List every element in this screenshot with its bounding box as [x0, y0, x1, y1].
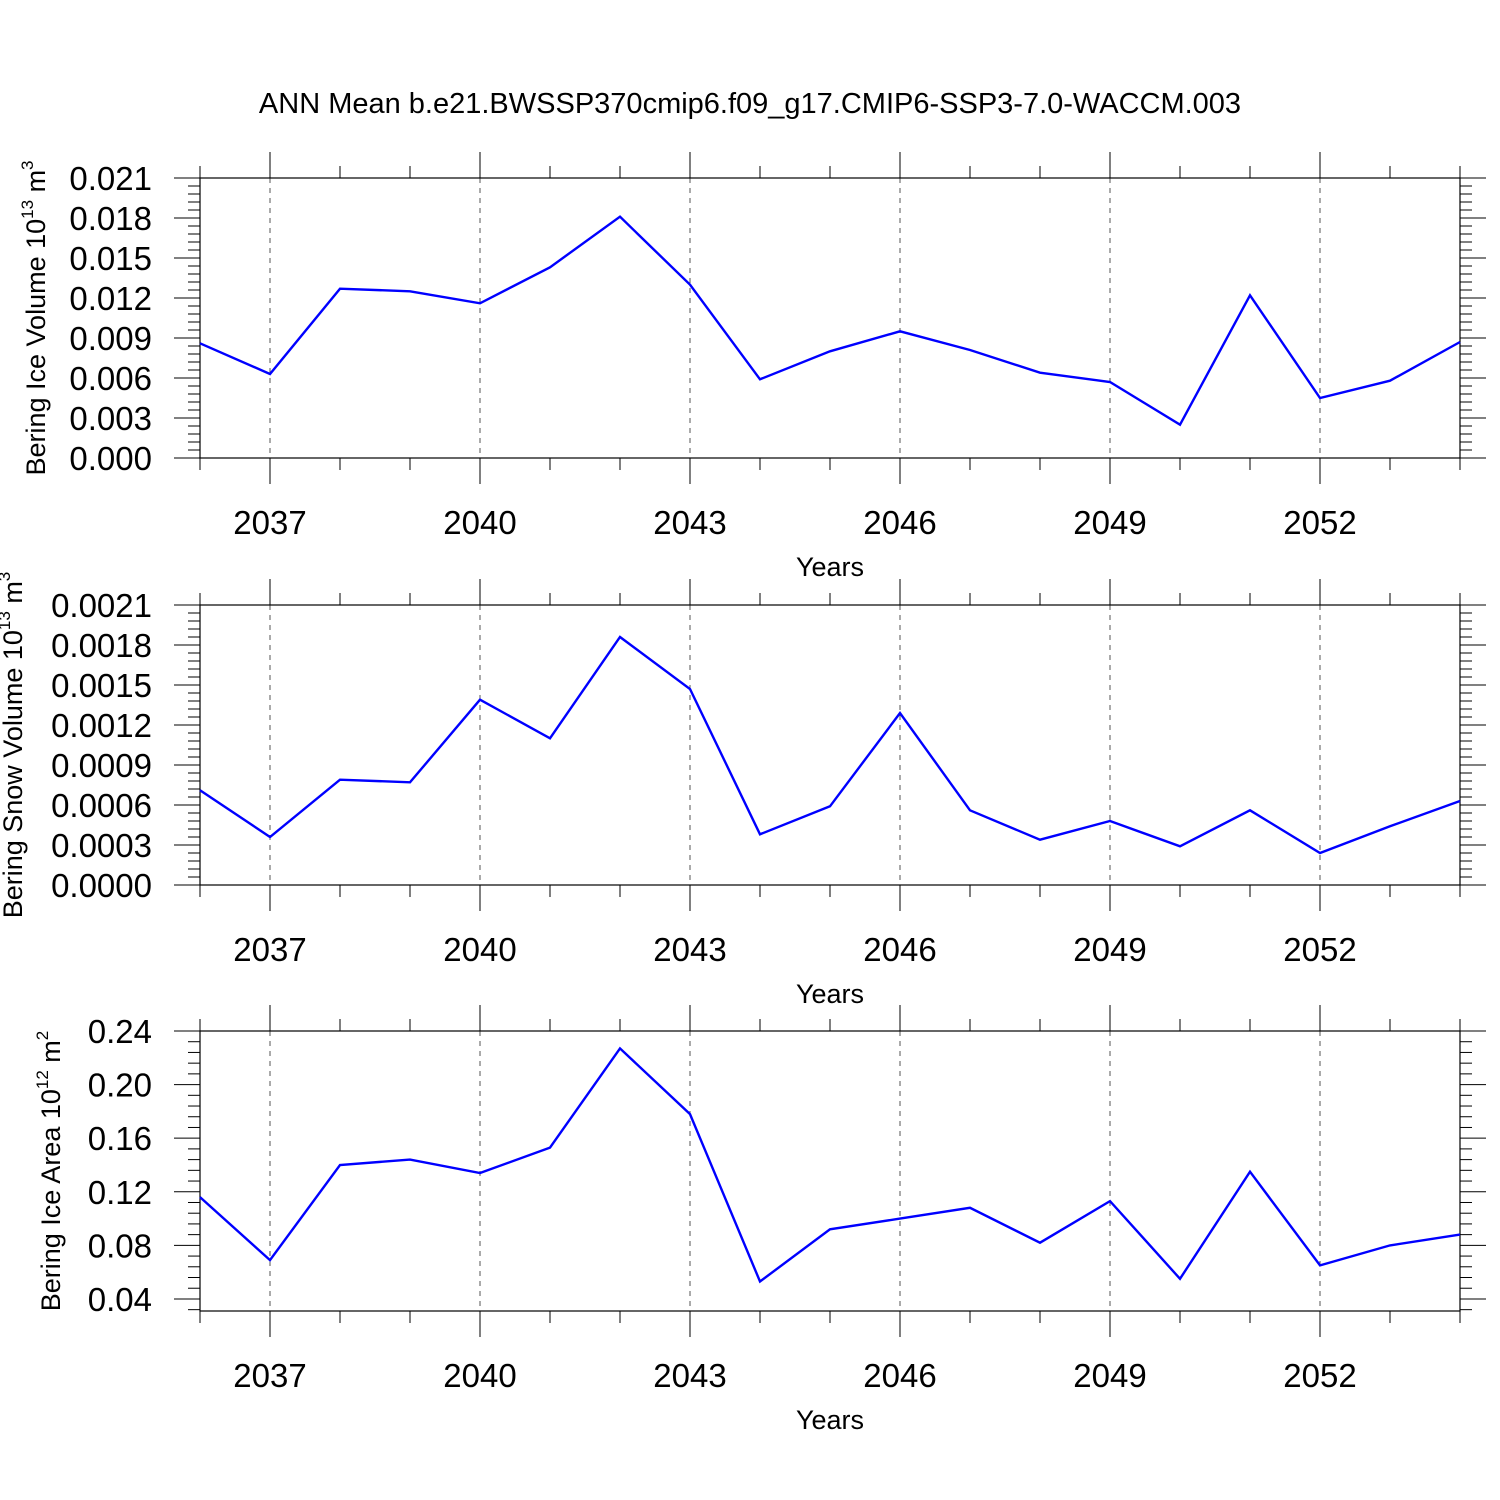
series-line-1: [199, 635, 1461, 855]
y-axis-label: Bering Ice Volume 1013 m3: [18, 160, 51, 475]
x-tick-label: 2052: [1283, 931, 1356, 968]
y-axis-label-superscript: 12: [33, 1070, 52, 1089]
y-tick-label: 0.0006: [51, 787, 152, 824]
y-tick-label: 0.006: [69, 360, 152, 397]
y-axis-label: Bering Ice Area 1012 m2: [33, 1031, 66, 1312]
x-tick-label: 2049: [1073, 1357, 1146, 1394]
y-axis-label-text: m: [0, 581, 28, 611]
y-tick-label: 0.0015: [51, 667, 152, 704]
y-axis-label-text: m: [21, 170, 51, 200]
panels: 0.0000.0030.0060.0090.0120.0150.0180.021…: [0, 152, 1486, 1435]
series-line-1: [199, 1046, 1461, 1284]
x-tick-label: 2040: [443, 1357, 516, 1394]
x-tick-label: 2046: [863, 504, 936, 541]
panel-2: 0.00000.00030.00060.00090.00120.00150.00…: [0, 572, 1486, 1009]
x-tick-label: 2040: [443, 931, 516, 968]
x-axis-label: Years: [796, 979, 864, 1009]
y-tick-label: 0.021: [69, 160, 152, 197]
y-tick-label: 0.003: [69, 400, 152, 437]
y-axis-label-superscript: 13: [0, 611, 14, 630]
x-axis-label: Years: [796, 1405, 864, 1435]
y-axis-label-superscript: 3: [18, 160, 37, 169]
figure-title: ANN Mean b.e21.BWSSP370cmip6.f09_g17.CMI…: [259, 88, 1241, 120]
y-axis-label-superscript: 13: [18, 200, 37, 219]
y-axis-label-text: Bering Snow Volume 10: [0, 630, 28, 918]
y-tick-label: 0.0012: [51, 707, 152, 744]
y-axis-label-text: Bering Ice Volume 10: [21, 219, 51, 476]
y-tick-label: 0.0003: [51, 827, 152, 864]
y-tick-label: 0.0000: [51, 867, 152, 904]
x-tick-label: 2040: [443, 504, 516, 541]
x-tick-label: 2046: [863, 931, 936, 968]
y-tick-label: 0.04: [88, 1281, 152, 1318]
y-tick-label: 0.24: [88, 1013, 152, 1050]
x-tick-label: 2052: [1283, 1357, 1356, 1394]
panel-3: 0.04 0.08 0.12 0.16 0.20 0.24 2037 2040 2043 2046…: [33, 1005, 1486, 1435]
y-tick-label: 0.12: [88, 1174, 152, 1211]
y-axis-label-text: Bering Ice Area 10: [36, 1089, 66, 1311]
y-tick-label: 0.0009: [51, 747, 152, 784]
y-tick-label: 0.08: [88, 1227, 152, 1264]
x-tick-label: 2049: [1073, 504, 1146, 541]
y-tick-label: 0.018: [69, 200, 152, 237]
x-tick-label: 2043: [653, 931, 726, 968]
y-axis-label-superscript: 2: [33, 1031, 52, 1040]
series-line-1: [199, 215, 1461, 427]
x-tick-label: 2049: [1073, 931, 1146, 968]
x-tick-label: 2052: [1283, 504, 1356, 541]
x-axis-label: Years: [796, 552, 864, 582]
y-tick-label: 0.0018: [51, 627, 152, 664]
y-tick-label: 0.012: [69, 280, 152, 317]
x-tick-label: 2043: [653, 504, 726, 541]
y-tick-label: 0.015: [69, 240, 152, 277]
x-tick-label: 2043: [653, 1357, 726, 1394]
y-axis-label-superscript: 3: [0, 572, 14, 581]
x-tick-label: 2046: [863, 1357, 936, 1394]
y-axis-label-text: m: [36, 1040, 66, 1070]
y-tick-label: 0.20: [88, 1067, 152, 1104]
y-tick-label: 0.009: [69, 320, 152, 357]
y-tick-label: 0.0021: [51, 587, 152, 624]
x-tick-label: 2037: [233, 931, 306, 968]
y-axis-label: Bering Snow Volume 1013 m3: [0, 572, 28, 919]
x-tick-label: 2037: [233, 504, 306, 541]
panel-1: 0.0000.0030.0060.0090.0120.0150.0180.021…: [18, 152, 1486, 582]
x-tick-label: 2037: [233, 1357, 306, 1394]
y-tick-label: 0.16: [88, 1120, 152, 1157]
y-tick-label: 0.000: [69, 440, 152, 477]
